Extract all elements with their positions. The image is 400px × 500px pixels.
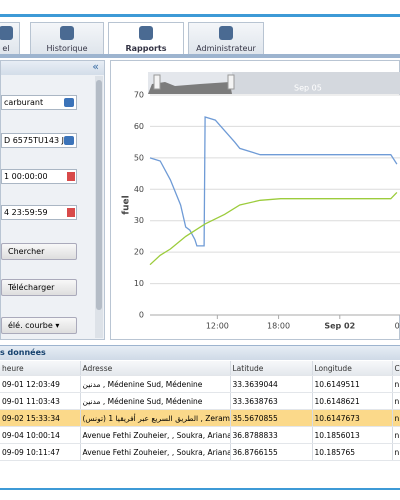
date-input[interactable]: 1 00:00:00	[1, 169, 77, 184]
table-cell: 09-01 11:03:43	[0, 392, 81, 410]
table-cell: 10.6147673	[312, 409, 393, 427]
column-header[interactable]: heure	[0, 361, 81, 376]
table-cell: 33.3639044	[230, 375, 313, 393]
x-tick-label: Sep 02	[324, 322, 355, 331]
data-table: heure Adresse Latitude Longitude C 09-01 12:…	[0, 361, 400, 461]
input-value: 4 23:59:59	[4, 208, 48, 217]
table-cell: 10.6149511	[312, 375, 393, 393]
calendar-icon	[67, 172, 75, 181]
column-header[interactable]: Longitude	[312, 361, 393, 376]
button-label: élé. courbe	[8, 321, 53, 330]
y-axis-label: fuel	[122, 195, 132, 215]
tab-label: Historique	[46, 44, 88, 53]
table-cell: Avenue Fethi Zouheier, , Soukra, Ariana	[80, 426, 231, 444]
table-cell: 09-09 10:11:47	[0, 443, 81, 461]
y-tick-label: 50	[134, 153, 144, 162]
table-cell: 09-02 15:33:34	[0, 409, 81, 427]
column-header[interactable]: Latitude	[230, 361, 313, 376]
bottom-border	[0, 488, 400, 490]
select-value: D 6575TU143 J	[4, 136, 64, 145]
tab-bar	[0, 54, 400, 58]
tab-label: el	[2, 44, 10, 53]
dropdown-icon	[64, 98, 74, 107]
series-line	[149, 116, 398, 247]
table-cell: 36.8788833	[230, 426, 313, 444]
input-value: 1 00:00:00	[4, 172, 48, 181]
table-row[interactable]: 09-01 12:03:49 مدنين , Médenine Sud, Méde…	[0, 375, 400, 393]
button-label: Chercher	[8, 247, 45, 256]
plot-area	[150, 95, 400, 315]
download-button[interactable]: Télécharger	[1, 279, 77, 296]
calendar-icon	[67, 208, 75, 217]
table-cell: 33.3638763	[230, 392, 313, 410]
button-label: Télécharger	[8, 283, 55, 292]
y-tick-label: 70	[134, 91, 144, 100]
y-tick-label: 0	[139, 311, 144, 320]
top-border	[0, 14, 400, 17]
table-cell: 36.8766155	[230, 443, 313, 461]
table-cell: Avenue Fethi Zouheier, , Soukra, Ariana	[80, 443, 231, 461]
series-line	[149, 191, 398, 266]
table-cell: n	[392, 443, 400, 461]
x-tick-label: 12:00	[206, 322, 229, 331]
table-cell: 10.6148621	[312, 392, 393, 410]
dropdown-icon	[64, 136, 74, 145]
table-cell: 10.1856013	[312, 426, 393, 444]
table-title: s données	[0, 348, 46, 357]
side-panel: « carburant D 6575TU143 J 1 00:00:00 4 2…	[0, 60, 105, 340]
table-cell: مدنين , Médenine Sud, Médenine	[80, 392, 231, 410]
scrollbar[interactable]	[95, 76, 103, 338]
tab[interactable]: Historique	[30, 22, 104, 54]
y-tick-label: 40	[134, 185, 144, 194]
column-header[interactable]: Adresse	[80, 361, 231, 376]
table-cell: 35.5670855	[230, 409, 313, 427]
table-cell: الطريق السريع عبر أفريقيا 1 (تونس) , Zer…	[80, 409, 231, 427]
table-row[interactable]: 09-02 15:33:34 الطريق السريع عبر أفريقيا …	[0, 409, 400, 427]
navigator-label: Sep 05	[294, 84, 322, 93]
select[interactable]: carburant	[1, 95, 77, 110]
table-cell: n	[392, 426, 400, 444]
x-tick-label: 18:00	[267, 322, 290, 331]
table-cell: n	[392, 392, 400, 410]
table-cell: مدنين , Médenine Sud, Médenine	[80, 375, 231, 393]
navigator-handle[interactable]	[153, 74, 161, 90]
date-input[interactable]: 4 23:59:59	[1, 205, 77, 220]
search-button[interactable]: Chercher	[1, 243, 77, 260]
table-row[interactable]: 09-04 10:00:14 Avenue Fethi Zouheier, , S…	[0, 426, 400, 444]
table-cell: n	[392, 375, 400, 393]
column-header[interactable]: C	[392, 361, 400, 376]
navigator-mask	[232, 72, 400, 94]
table-cell: 10.185765	[312, 443, 393, 461]
tab-label: Administrateur	[196, 44, 256, 53]
table-row[interactable]: 09-01 11:03:43 مدنين , Médenine Sud, Méde…	[0, 392, 400, 410]
navigator-handle[interactable]	[227, 74, 235, 90]
curve-button[interactable]: élé. courbe ▾	[1, 317, 77, 334]
table-cell: n	[392, 409, 400, 427]
navigator-area	[148, 82, 232, 94]
tab[interactable]: el	[0, 22, 20, 54]
x-tick-label: 06:	[395, 322, 400, 331]
chart: Sep 05 fuel 0 10 20 30 40 50 60 70 12:00 18:00 Sep…	[122, 72, 400, 331]
tab[interactable]: Administrateur	[188, 22, 264, 54]
select-value: carburant	[4, 98, 44, 107]
table-cell: 09-01 12:03:49	[0, 375, 81, 393]
y-tick-label: 20	[134, 248, 144, 257]
select[interactable]: D 6575TU143 J	[1, 133, 77, 148]
collapse-button[interactable]: «	[92, 60, 99, 73]
table-cell: 09-04 10:00:14	[0, 426, 81, 444]
y-tick-label: 30	[134, 216, 144, 225]
table-title-bar: s données	[0, 345, 400, 360]
table-row[interactable]: 09-09 10:11:47 Avenue Fethi Zouheier, , S…	[0, 443, 400, 461]
y-tick-label: 10	[134, 279, 144, 288]
tab-active[interactable]: Rapports	[108, 22, 184, 54]
tab-label: Rapports	[125, 44, 167, 53]
y-tick-label: 60	[134, 122, 144, 131]
